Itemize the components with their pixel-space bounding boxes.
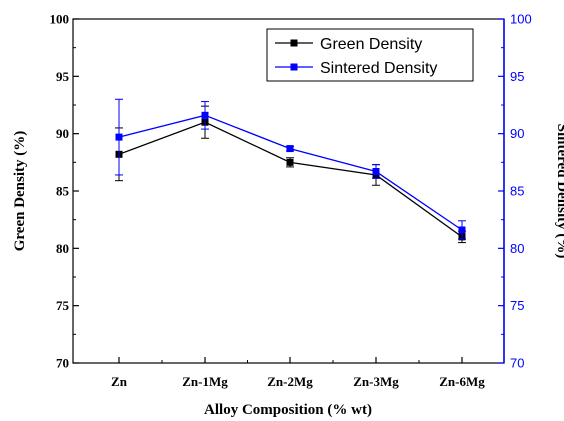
y-axis-left-title: Green Density (%) xyxy=(12,131,28,252)
y-right-tick-label: 90 xyxy=(510,126,524,141)
series-green-density xyxy=(115,105,466,244)
y-left-tick-label: 80 xyxy=(56,241,69,256)
y-left-tick-label: 100 xyxy=(50,12,70,27)
y-right-tick-label: 70 xyxy=(510,356,524,371)
series-sintered-density xyxy=(115,98,466,240)
series-layer xyxy=(115,98,466,244)
legend-label-sintered: Sintered Density xyxy=(320,60,437,77)
y-right-tick-label: 75 xyxy=(510,298,524,313)
x-tick-label: Zn-1Mg xyxy=(182,374,228,389)
y-right-tick-label: 95 xyxy=(510,69,524,84)
series-line xyxy=(118,114,463,231)
data-point xyxy=(372,168,380,176)
x-axis-title: Alloy Composition (% wt) xyxy=(204,402,372,418)
y-right-tick-label: 85 xyxy=(510,184,524,199)
data-point xyxy=(115,133,123,141)
legend-marker-sintered xyxy=(290,63,298,71)
data-point xyxy=(458,226,466,234)
y-right-tick-label: 80 xyxy=(510,241,524,256)
right-axis: 70 75 80 85 90 95 100 xyxy=(498,12,532,371)
y-left-tick-label: 85 xyxy=(56,184,70,199)
y-left-tick-label: 95 xyxy=(56,69,70,84)
legend-label-green: Green Density xyxy=(320,36,422,53)
y-left-tick-label: 70 xyxy=(56,356,69,371)
y-axis-right-title: Sintered Density (%) xyxy=(554,124,564,259)
y-left-tick-label: 90 xyxy=(56,126,69,141)
data-point xyxy=(201,111,209,119)
x-axis: Zn Zn-1Mg Zn-2Mg Zn-3Mg Zn-6Mg xyxy=(111,357,485,389)
x-tick-label: Zn-6Mg xyxy=(439,374,485,389)
legend-box xyxy=(266,28,474,82)
x-tick-label: Zn xyxy=(111,374,128,389)
x-tick-label: Zn-3Mg xyxy=(353,374,399,389)
y-right-tick-label: 100 xyxy=(510,12,532,27)
legend-marker-green xyxy=(290,39,298,47)
x-tick-label: Zn-2Mg xyxy=(267,374,313,389)
data-point xyxy=(286,158,294,166)
legend: Green Density Sintered Density xyxy=(266,28,474,82)
y-left-tick-label: 75 xyxy=(56,298,70,313)
series-line xyxy=(118,121,463,238)
left-axis: 70 75 80 85 90 95 100 xyxy=(50,12,79,371)
data-point xyxy=(286,145,294,153)
